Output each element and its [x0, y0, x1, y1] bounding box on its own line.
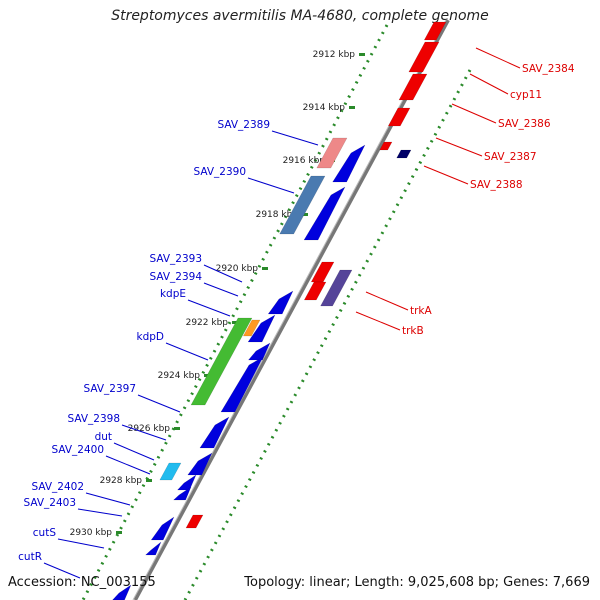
tick-mark [359, 53, 365, 56]
gene-label-right[interactable]: trkB [402, 325, 424, 337]
tick-mark [146, 479, 152, 482]
tick-mark [174, 427, 180, 430]
gene-label-left[interactable]: dut [95, 431, 112, 443]
label-connector [355, 311, 401, 331]
genome-backbone [133, 19, 450, 600]
tick-label: 2930 kbp [70, 528, 113, 538]
gene-label-left[interactable]: SAV_2394 [149, 271, 202, 283]
gene-sav2400-hit[interactable] [159, 462, 182, 481]
label-connector [113, 442, 155, 461]
gene-red-small[interactable] [185, 514, 204, 529]
gene-sav2384[interactable] [408, 41, 440, 73]
tick-mark [232, 321, 238, 324]
label-connector [165, 342, 209, 361]
gene-kdpE[interactable] [247, 342, 271, 361]
gene-sav2403[interactable] [144, 541, 162, 556]
gene-sav2402[interactable] [150, 516, 175, 541]
label-connector [137, 394, 181, 413]
gene-sav2400[interactable] [172, 486, 192, 501]
gene-sav2393[interactable] [267, 290, 294, 315]
tick-mark [302, 213, 308, 216]
label-connector [43, 562, 81, 579]
gene-sav2387[interactable] [379, 141, 393, 151]
topology-label: Topology: linear; Length: 9,025,608 bp; … [244, 575, 590, 590]
label-connector [475, 47, 521, 69]
label-connector [365, 291, 409, 311]
gene-label-left[interactable]: kdpD [137, 331, 165, 343]
label-connector [187, 299, 231, 317]
gene-label-left[interactable]: SAV_2389 [217, 119, 270, 131]
gene-label-left[interactable]: SAV_2400 [51, 444, 104, 456]
gene-label-right[interactable]: SAV_2388 [470, 179, 523, 191]
label-connector [85, 492, 131, 506]
gene-label-right[interactable]: trkA [410, 305, 433, 317]
label-connector [271, 130, 319, 146]
tick-label: 2922 kbp [186, 318, 229, 328]
gene-sav2390-hit[interactable] [279, 175, 326, 235]
gene-trkA-2[interactable] [303, 281, 327, 301]
tick-mark [349, 106, 355, 109]
gene-kdpD[interactable] [220, 356, 264, 413]
label-connector [247, 177, 295, 194]
gene-sav2394[interactable] [247, 314, 276, 343]
label-connector [423, 165, 469, 185]
gene-sav2384-top[interactable] [423, 21, 447, 41]
label-connector [469, 73, 509, 95]
accession-label: Accession: NC_003155 [8, 575, 156, 590]
tick-label: 2924 kbp [158, 371, 201, 381]
tick-label: 2916 kbp [283, 156, 326, 166]
gene-label-left[interactable]: SAV_2390 [193, 166, 246, 178]
tick-label: 2914 kbp [303, 103, 346, 113]
tick-mark [116, 531, 122, 534]
gene-kdpD-hit[interactable] [190, 317, 253, 406]
label-connector [77, 508, 123, 517]
gene-label-left[interactable]: kdpE [160, 288, 186, 300]
label-connector [121, 424, 167, 441]
gene-kdpE-hit[interactable] [242, 319, 261, 337]
label-connector [435, 137, 483, 157]
tick-label: 2912 kbp [313, 50, 356, 60]
tick-label: 2920 kbp [216, 264, 259, 274]
gene-sav2388[interactable] [396, 149, 412, 159]
gene-label-left[interactable]: cutR [18, 551, 42, 563]
tick-label: 2918 kbp [256, 210, 299, 220]
gene-label-left[interactable]: cutS [33, 527, 57, 539]
gene-cutS[interactable] [112, 584, 132, 600]
gene-sav2389[interactable] [332, 144, 366, 183]
gene-sav2398[interactable] [187, 452, 213, 476]
gene-label-right[interactable]: SAV_2387 [484, 151, 537, 163]
label-connector [203, 282, 239, 297]
gene-label-right[interactable]: SAV_2386 [498, 118, 551, 130]
label-connector [451, 103, 497, 124]
tick-label: 2928 kbp [100, 476, 143, 486]
gene-sav2386[interactable] [387, 107, 411, 127]
gene-label-right[interactable]: SAV_2384 [522, 63, 575, 75]
gene-label-left[interactable]: SAV_2403 [23, 497, 76, 509]
genome-backbone-highlight [132, 19, 447, 600]
label-connector [105, 455, 151, 475]
gene-label-left[interactable]: SAV_2398 [67, 413, 120, 425]
tick-mark [262, 267, 268, 270]
gene-trkB[interactable] [320, 269, 353, 307]
gene-sav2389-hit[interactable] [316, 137, 348, 169]
genome-title: Streptomyces avermitilis MA-4680, comple… [111, 8, 489, 24]
gene-label-left[interactable]: SAV_2393 [149, 253, 202, 265]
gene-label-right[interactable]: cyp11 [510, 89, 542, 101]
label-connector [203, 264, 243, 283]
gene-sav2397[interactable] [199, 416, 230, 449]
gene-label-left[interactable]: SAV_2402 [31, 481, 84, 493]
gene-sav2390[interactable] [303, 186, 346, 241]
gene-label-left[interactable]: SAV_2397 [83, 383, 136, 395]
gene-cyp11[interactable] [398, 73, 428, 101]
tick-label: 2926 kbp [128, 424, 171, 434]
label-connector [57, 538, 105, 549]
